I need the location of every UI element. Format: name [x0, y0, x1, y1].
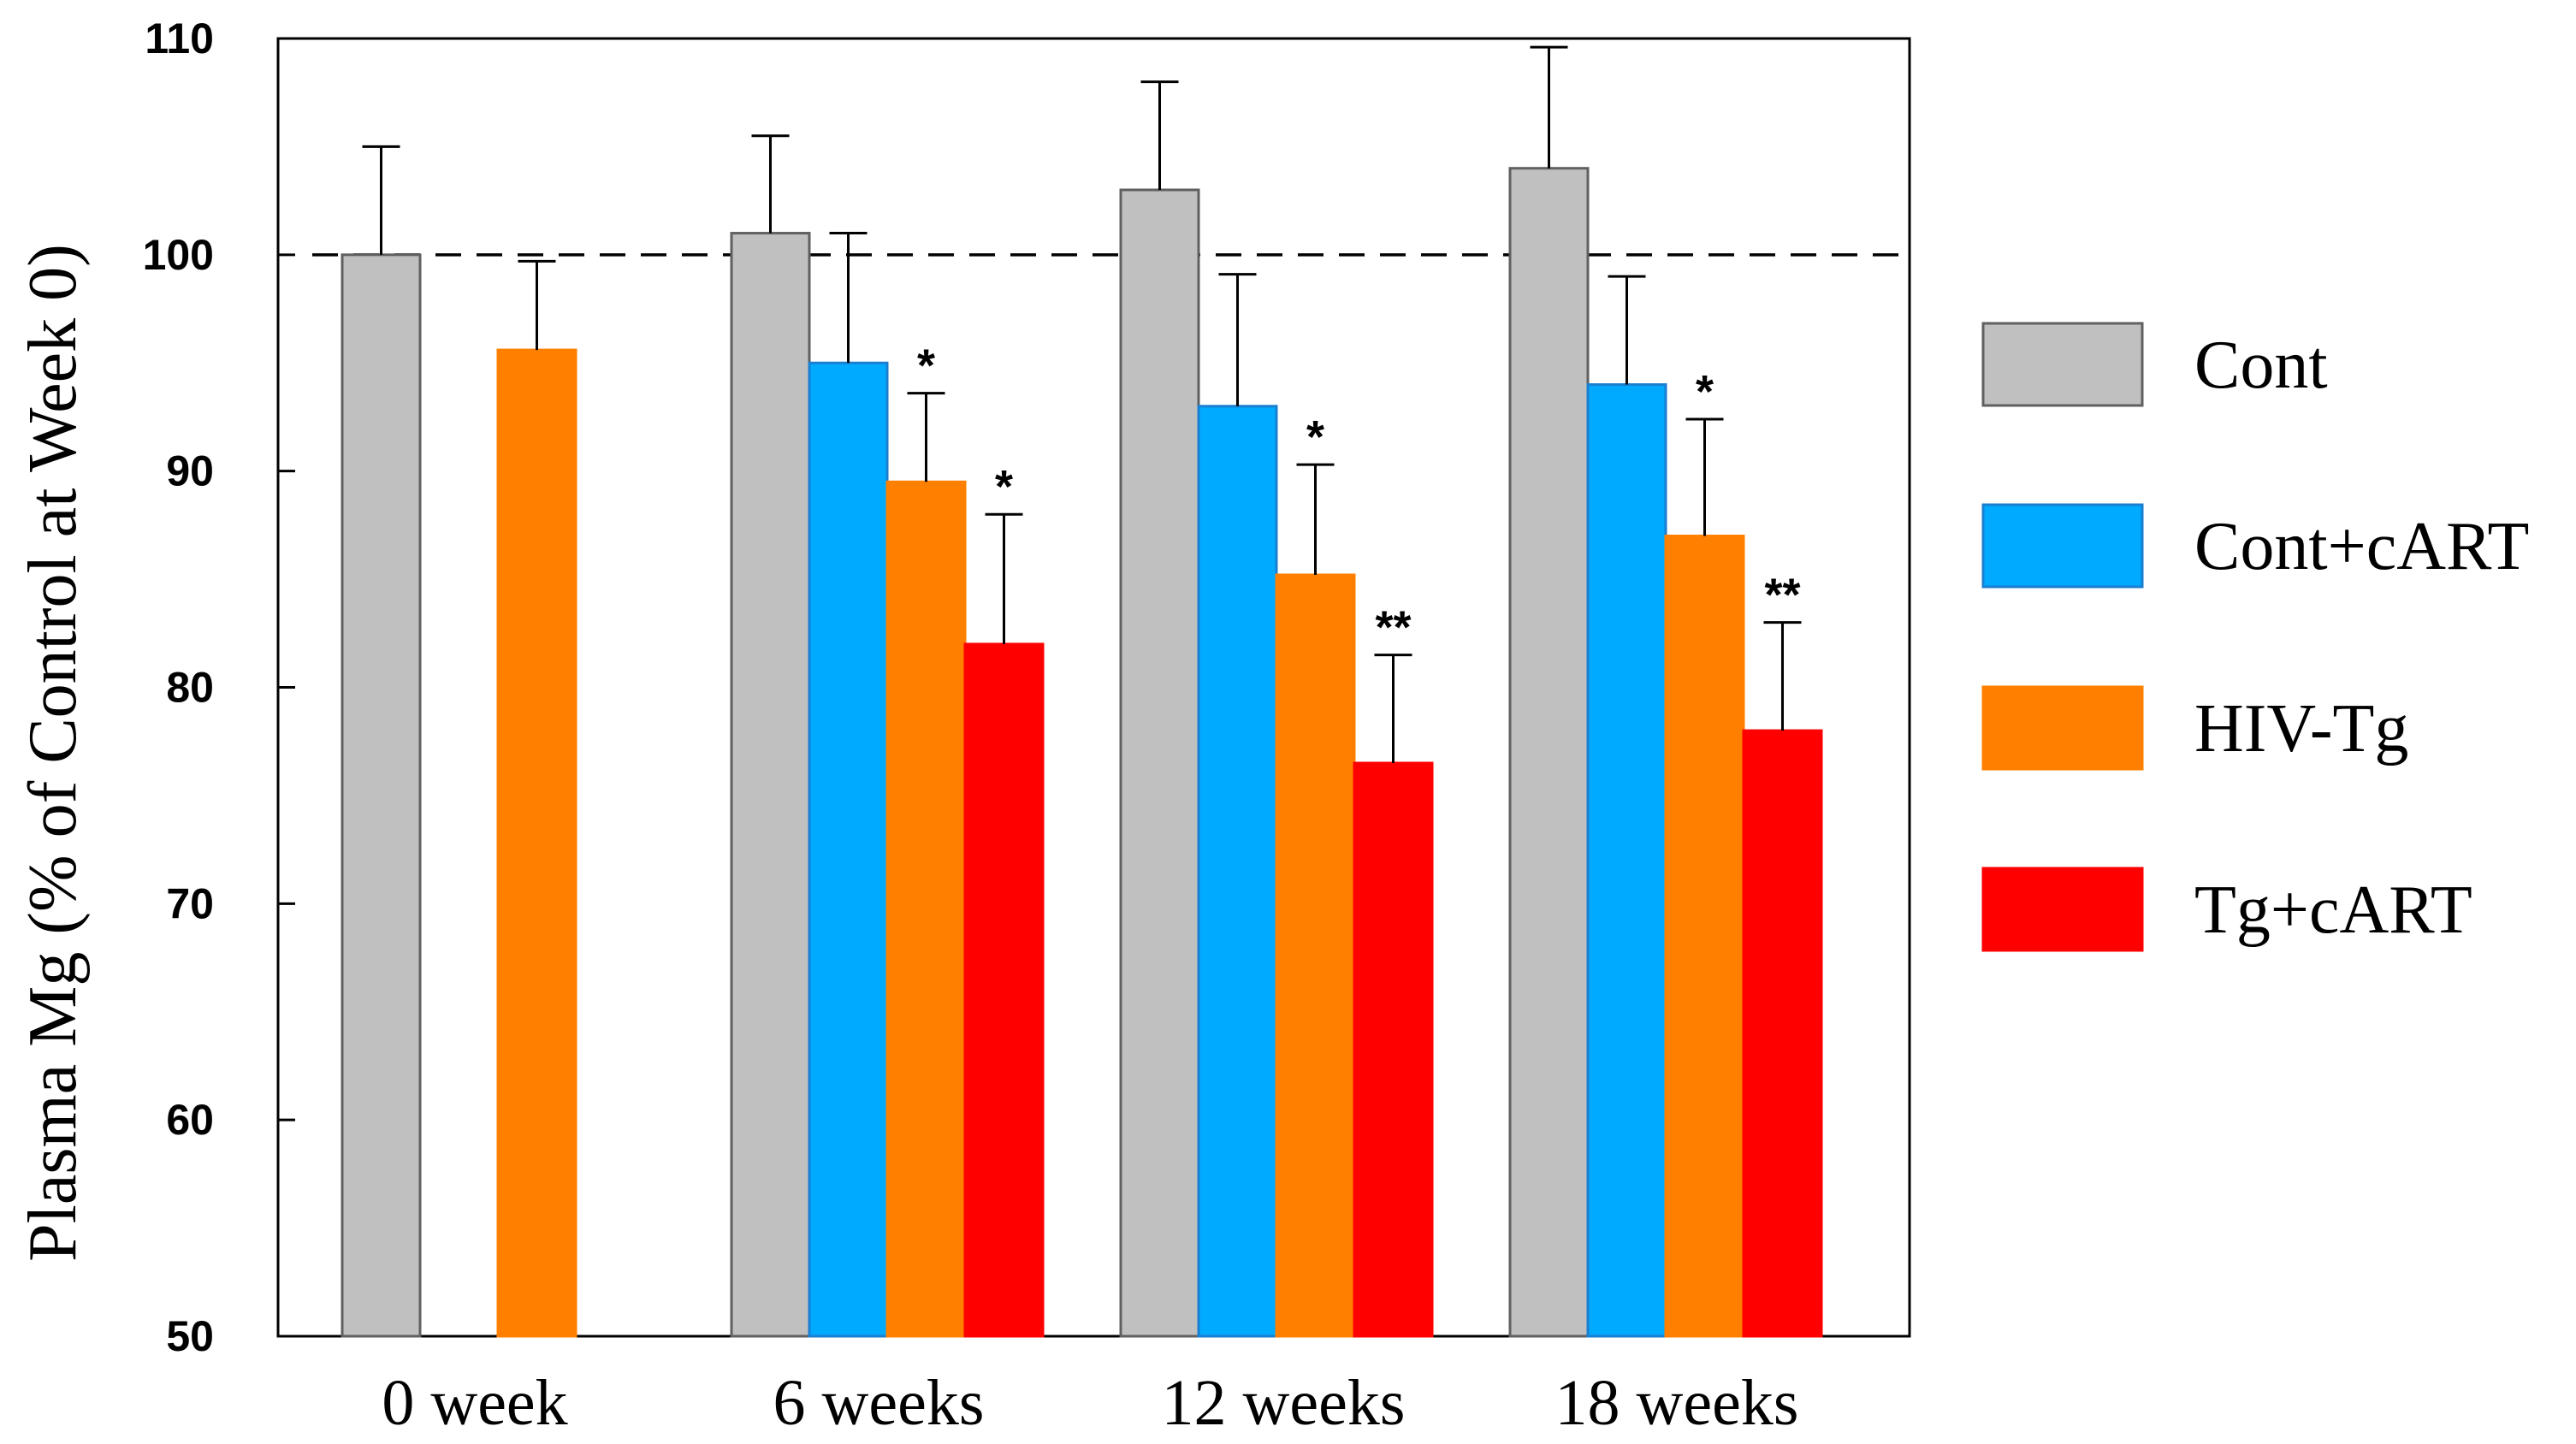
bar-hiv-tg — [885, 480, 967, 1338]
y-tick-label: 50 — [166, 1312, 214, 1360]
bar-cont — [730, 232, 811, 1338]
bar-hiv-tg — [1664, 535, 1745, 1338]
x-category-label: 0 week — [382, 1367, 567, 1439]
legend: Cont Cont+cART HIV-Tg Tg+cART — [1981, 322, 2529, 952]
legend-swatch-cont — [1981, 322, 2144, 407]
x-category-label: 18 weeks — [1555, 1367, 1799, 1439]
bar-cont-cart — [1586, 383, 1667, 1338]
legend-swatch-cont-cart — [1981, 503, 2144, 589]
legend-label: Cont+cART — [2194, 509, 2529, 584]
bar-tg-cart — [1353, 761, 1434, 1338]
significance-labels: ******** — [917, 340, 1801, 654]
bar-tg-cart — [963, 642, 1045, 1338]
y-tick-label: 70 — [166, 879, 214, 927]
error-bars — [362, 45, 1802, 763]
x-category-label: 6 weeks — [773, 1367, 985, 1439]
bar-hiv-tg — [496, 348, 577, 1338]
y-tick-label: 90 — [166, 447, 214, 495]
x-axis: 0 week 6 weeks 12 weeks 18 weeks — [382, 1367, 1798, 1439]
significance-marker: * — [995, 461, 1013, 512]
y-tick-label: 80 — [166, 664, 214, 712]
significance-marker: * — [917, 340, 935, 392]
bar-tg-cart — [1742, 729, 1823, 1338]
bars — [341, 167, 1823, 1338]
y-axis-title: Plasma Mg (% of Control at Week 0) — [15, 244, 91, 1262]
y-axis: 50 60 70 80 90 100 110 — [143, 15, 295, 1360]
significance-marker: * — [1696, 366, 1714, 417]
bar-cont-cart — [1197, 405, 1278, 1338]
significance-marker: ** — [1764, 570, 1800, 621]
bar-cont — [1119, 188, 1200, 1338]
bar-cont — [341, 253, 422, 1338]
legend-swatch-hiv-tg — [1981, 685, 2144, 771]
significance-marker: * — [1306, 411, 1324, 463]
y-tick-label: 100 — [143, 231, 214, 279]
legend-label: Tg+cART — [2194, 873, 2472, 948]
significance-marker: ** — [1375, 602, 1411, 654]
bar-cont — [1508, 167, 1590, 1338]
x-category-label: 12 weeks — [1162, 1367, 1406, 1439]
bar-hiv-tg — [1275, 573, 1356, 1338]
bar-cont-cart — [808, 361, 889, 1338]
legend-label: HIV-Tg — [2194, 691, 2408, 766]
legend-swatch-tg-cart — [1981, 867, 2144, 952]
y-tick-label: 60 — [166, 1096, 214, 1144]
y-tick-label: 110 — [145, 15, 214, 62]
legend-label: Cont — [2194, 328, 2328, 403]
